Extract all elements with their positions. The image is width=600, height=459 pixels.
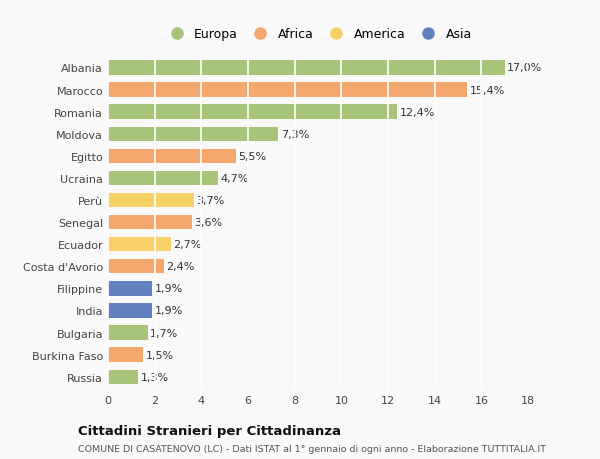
Text: 17,0%: 17,0% [507, 63, 542, 73]
Text: 2,7%: 2,7% [173, 240, 202, 250]
Text: 15,4%: 15,4% [470, 85, 505, 95]
Bar [108, 105, 397, 119]
Text: 12,4%: 12,4% [400, 107, 435, 118]
Text: 3,6%: 3,6% [194, 218, 223, 228]
Bar [108, 61, 505, 75]
Text: 1,7%: 1,7% [150, 328, 178, 338]
Text: 5,5%: 5,5% [239, 151, 267, 162]
Bar [108, 193, 194, 208]
Text: 1,9%: 1,9% [155, 306, 183, 316]
Bar [108, 171, 218, 186]
Bar [108, 348, 143, 362]
Bar [108, 83, 467, 97]
Bar [108, 149, 236, 164]
Bar [108, 127, 278, 142]
Bar [108, 215, 192, 230]
Bar [108, 370, 139, 384]
Text: 2,4%: 2,4% [166, 262, 195, 272]
Text: 3,7%: 3,7% [197, 196, 225, 206]
Bar [108, 326, 148, 340]
Bar [108, 237, 171, 252]
Text: 1,5%: 1,5% [145, 350, 173, 360]
Text: 1,9%: 1,9% [155, 284, 183, 294]
Text: 4,7%: 4,7% [220, 174, 248, 184]
Text: Cittadini Stranieri per Cittadinanza: Cittadini Stranieri per Cittadinanza [78, 425, 341, 437]
Bar [108, 259, 164, 274]
Bar [108, 303, 152, 318]
Legend: Europa, Africa, America, Asia: Europa, Africa, America, Asia [160, 24, 476, 45]
Text: 7,3%: 7,3% [281, 129, 309, 140]
Text: COMUNE DI CASATENOVO (LC) - Dati ISTAT al 1° gennaio di ogni anno - Elaborazione: COMUNE DI CASATENOVO (LC) - Dati ISTAT a… [78, 444, 546, 453]
Text: 1,3%: 1,3% [140, 372, 169, 382]
Bar [108, 281, 152, 296]
